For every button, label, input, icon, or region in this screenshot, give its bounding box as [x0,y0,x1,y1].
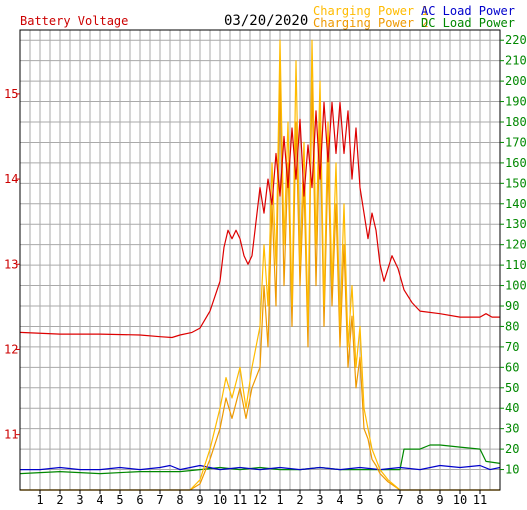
y-right-tick-label: 10 [505,463,519,477]
y-right-tick-label: 200 [505,74,527,88]
x-tick-label: 9 [436,493,443,507]
y-left-tick-label: 14 [4,172,18,186]
series-line-ac-load-power [20,464,501,471]
x-tick-label: 10 [453,493,467,507]
x-tick-label: 11 [233,493,247,507]
series-line-battery-voltage [19,101,500,339]
x-tick-label: 6 [376,493,383,507]
y-right-tick-label: 120 [505,238,527,252]
y-right-tick-label: 150 [505,176,527,190]
series-line-charging-power-1 [20,39,500,491]
y-right-tick-label: 40 [505,401,519,415]
y-left-tick-label: 12 [4,342,18,356]
legend-charging-power-1: Charging Power 1 [313,4,429,18]
y-left-tick-label: 13 [4,257,18,271]
x-tick-label: 5 [116,493,123,507]
x-tick-label: 7 [396,493,403,507]
series-line-charging-power-2 [20,80,500,491]
x-tick-label: 3 [76,493,83,507]
y-right-tick-label: 100 [505,279,527,293]
x-tick-label: 1 [276,493,283,507]
x-tick-label: 9 [196,493,203,507]
y-right-tick-label: 20 [505,442,519,456]
y-right-tick-label: 190 [505,95,527,109]
x-tick-label: 10 [213,493,227,507]
x-tick-label: 7 [156,493,163,507]
x-tick-label: 2 [296,493,303,507]
y-right-tick-label: 130 [505,217,527,231]
chart-date: 03/20/2020 [224,13,308,29]
x-tick-label: 6 [136,493,143,507]
y-right-tick-label: 110 [505,258,527,272]
x-tick-label: 12 [253,493,267,507]
y-right-tick-label: 220 [505,33,527,47]
y-right-tick-label: 170 [505,135,527,149]
y-left-tick-label: 15 [4,87,18,101]
axes-layer: 1 2 3 4 5 6 7 8 9 10 11 12 1 2 3 4 5 6 7 8 9 10 11111213141510… [4,33,527,507]
legend-ac-load-power: AC Load Power [421,4,515,18]
y-left-tick-label: 11 [4,428,18,442]
x-tick-label: 4 [96,493,103,507]
series-layer [19,39,501,491]
x-tick-label: 2 [56,493,63,507]
y-right-tick-label: 60 [505,360,519,374]
x-tick-label: 8 [176,493,183,507]
x-tick-label: 4 [336,493,343,507]
y-right-tick-label: 210 [505,54,527,68]
legend-battery-voltage: Battery Voltage [20,14,128,28]
y-right-tick-label: 160 [505,156,527,170]
y-right-tick-label: 140 [505,197,527,211]
y-right-tick-label: 30 [505,422,519,436]
x-tick-label: 8 [416,493,423,507]
x-tick-label: 3 [316,493,323,507]
x-tick-label: 5 [356,493,363,507]
y-right-tick-label: 80 [505,319,519,333]
x-tick-label: 11 [473,493,487,507]
x-tick-label: 1 [36,493,43,507]
grid [20,30,500,490]
y-right-tick-label: 180 [505,115,527,129]
y-right-tick-label: 90 [505,299,519,313]
y-right-tick-label: 50 [505,381,519,395]
y-right-tick-label: 70 [505,340,519,354]
legend-dc-load-power: DC Load Power [421,16,515,30]
legend-charging-power-2: Charging Power 2 [313,16,429,30]
